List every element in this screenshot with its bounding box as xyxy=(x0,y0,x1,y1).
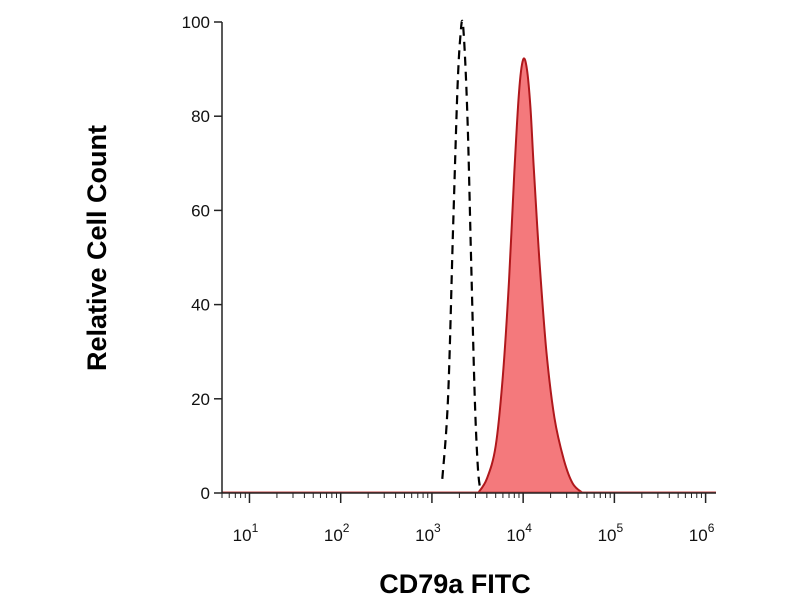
y-axis-title: Relative Cell Count xyxy=(82,125,112,371)
x-tick-label: 103 xyxy=(415,521,441,545)
y-tick-label: 80 xyxy=(191,107,210,126)
x-axis-title: CD79a FITC xyxy=(379,569,531,599)
y-tick-label: 60 xyxy=(191,201,210,220)
y-tick-label: 100 xyxy=(182,13,210,32)
x-tick-label: 101 xyxy=(233,521,259,545)
series-1-outline xyxy=(477,57,584,494)
series-1-fill xyxy=(478,58,583,494)
y-tick-label: 0 xyxy=(201,484,210,503)
x-tick-label: 104 xyxy=(506,521,532,545)
series-0-line xyxy=(441,19,483,494)
x-tick-label: 105 xyxy=(598,521,624,545)
x-tick-label: 102 xyxy=(324,521,350,545)
y-tick-label: 20 xyxy=(191,390,210,409)
y-tick-label: 40 xyxy=(191,296,210,315)
x-tick-label: 106 xyxy=(689,521,715,545)
